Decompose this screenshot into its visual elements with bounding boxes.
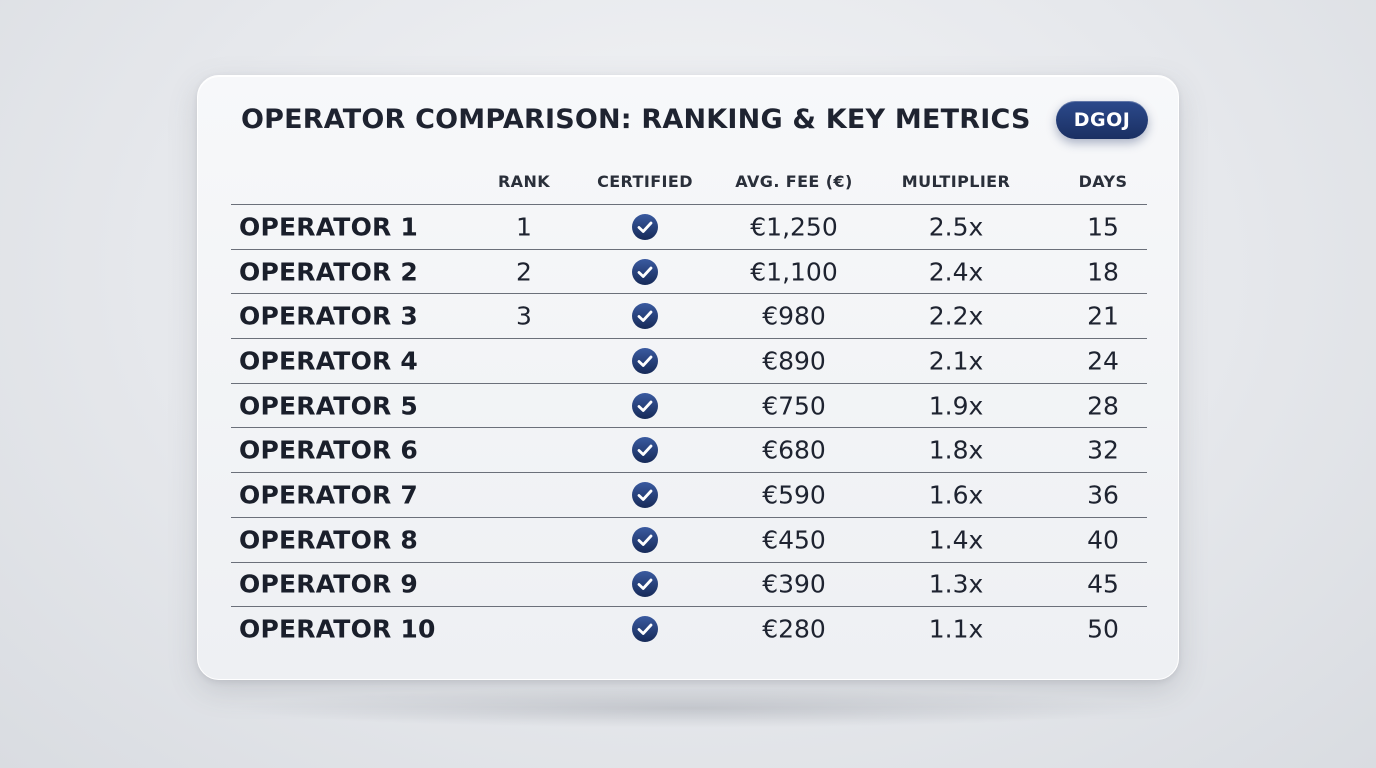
check-circle-icon bbox=[631, 570, 659, 598]
column-header-days: DAYS bbox=[1078, 172, 1128, 191]
table-row: OPERATOR 1 1 €1,250 2.5x 15 bbox=[231, 204, 1147, 249]
operator-name: OPERATOR 8 bbox=[239, 525, 418, 555]
days-value: 45 bbox=[1087, 569, 1119, 599]
rank-value: 2 bbox=[516, 257, 532, 287]
avg-fee-value: €390 bbox=[762, 569, 826, 599]
avg-fee-value: €890 bbox=[762, 346, 826, 376]
table-body: OPERATOR 1 1 €1,250 2.5x 15 OPERATOR 2 2 €1,100… bbox=[231, 204, 1147, 651]
dgoj-badge: DGOJ bbox=[1056, 101, 1148, 139]
check-circle-icon bbox=[631, 526, 659, 554]
operator-name: OPERATOR 1 bbox=[239, 212, 418, 242]
table-row: OPERATOR 3 3 €980 2.2x 21 bbox=[231, 293, 1147, 338]
card-floor-shadow bbox=[230, 688, 1150, 728]
operator-name: OPERATOR 10 bbox=[239, 614, 436, 644]
avg-fee-value: €1,100 bbox=[750, 257, 838, 287]
check-circle-icon bbox=[631, 213, 659, 241]
operator-name: OPERATOR 6 bbox=[239, 435, 418, 465]
days-value: 40 bbox=[1087, 525, 1119, 555]
multiplier-value: 1.1x bbox=[928, 614, 984, 644]
operator-table: RANK CERTIFIED AVG. FEE (€) MULTIPLIER D… bbox=[231, 162, 1147, 651]
table-row: OPERATOR 9 €390 1.3x 45 bbox=[231, 561, 1147, 607]
check-circle-icon bbox=[631, 392, 659, 420]
column-header-certified: CERTIFIED bbox=[597, 172, 693, 191]
days-value: 15 bbox=[1087, 212, 1119, 242]
multiplier-value: 1.4x bbox=[928, 525, 984, 555]
table-row: OPERATOR 8 €450 1.4x 40 bbox=[231, 516, 1147, 562]
avg-fee-value: €590 bbox=[762, 480, 826, 510]
days-value: 21 bbox=[1087, 301, 1119, 331]
days-value: 28 bbox=[1087, 391, 1119, 421]
table-row: OPERATOR 7 €590 1.6x 36 bbox=[231, 472, 1147, 517]
days-value: 24 bbox=[1087, 346, 1119, 376]
multiplier-value: 2.1x bbox=[928, 346, 984, 376]
avg-fee-value: €750 bbox=[762, 391, 826, 421]
multiplier-value: 2.4x bbox=[928, 257, 984, 287]
table-header: RANK CERTIFIED AVG. FEE (€) MULTIPLIER D… bbox=[231, 162, 1147, 204]
rank-value: 1 bbox=[516, 212, 532, 242]
avg-fee-value: €680 bbox=[762, 435, 826, 465]
multiplier-value: 2.5x bbox=[928, 212, 984, 242]
operator-name: OPERATOR 5 bbox=[239, 391, 418, 421]
table-row: OPERATOR 5 €750 1.9x 28 bbox=[231, 382, 1147, 428]
table-row: OPERATOR 2 2 €1,100 2.4x 18 bbox=[231, 248, 1147, 294]
comparison-card: OPERATOR COMPARISON: RANKING & KEY METRI… bbox=[197, 75, 1179, 680]
column-header-rank: RANK bbox=[497, 172, 551, 191]
check-circle-icon bbox=[631, 615, 659, 643]
check-circle-icon bbox=[631, 481, 659, 509]
operator-name: OPERATOR 2 bbox=[239, 257, 418, 287]
table-row: OPERATOR 10 €280 1.1x 50 bbox=[231, 606, 1147, 651]
multiplier-value: 1.8x bbox=[928, 435, 984, 465]
days-value: 32 bbox=[1087, 435, 1119, 465]
operator-name: OPERATOR 3 bbox=[239, 301, 418, 331]
days-value: 50 bbox=[1087, 614, 1119, 644]
avg-fee-value: €280 bbox=[762, 614, 826, 644]
days-value: 36 bbox=[1087, 480, 1119, 510]
avg-fee-value: €450 bbox=[762, 525, 826, 555]
multiplier-value: 1.9x bbox=[928, 391, 984, 421]
check-circle-icon bbox=[631, 347, 659, 375]
check-circle-icon bbox=[631, 436, 659, 464]
multiplier-value: 1.3x bbox=[928, 569, 984, 599]
table-row: OPERATOR 6 €680 1.8x 32 bbox=[231, 427, 1147, 472]
multiplier-value: 1.6x bbox=[928, 480, 984, 510]
operator-name: OPERATOR 7 bbox=[239, 480, 418, 510]
check-circle-icon bbox=[631, 258, 659, 286]
avg-fee-value: €980 bbox=[762, 301, 826, 331]
rank-value: 3 bbox=[516, 301, 532, 331]
page-title: OPERATOR COMPARISON: RANKING & KEY METRI… bbox=[241, 104, 1031, 135]
check-circle-icon bbox=[631, 302, 659, 330]
column-header-avg-fee: AVG. FEE (€) bbox=[735, 172, 853, 191]
days-value: 18 bbox=[1087, 257, 1119, 287]
operator-name: OPERATOR 9 bbox=[239, 569, 418, 599]
avg-fee-value: €1,250 bbox=[750, 212, 838, 242]
operator-name: OPERATOR 4 bbox=[239, 346, 418, 376]
column-header-multiplier: MULTIPLIER bbox=[901, 172, 1011, 191]
multiplier-value: 2.2x bbox=[928, 301, 984, 331]
table-row: OPERATOR 4 €890 2.1x 24 bbox=[231, 338, 1147, 383]
